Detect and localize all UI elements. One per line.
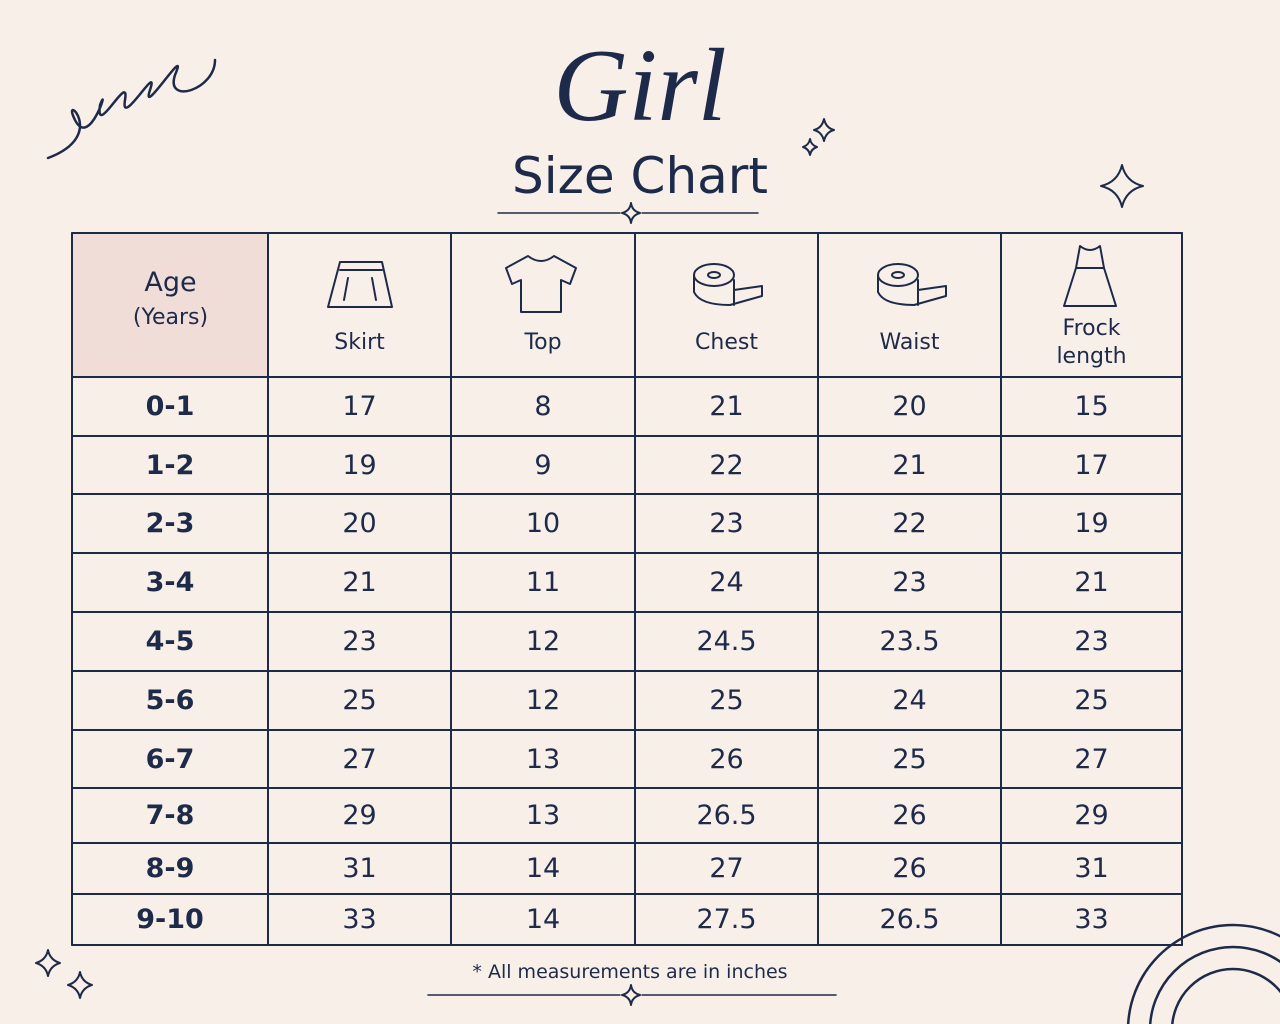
column-header: Chest [695,330,758,355]
value-cell: 26 [709,743,744,775]
age-cell: 9-10 [136,904,204,935]
value-cell: 31 [1074,853,1109,884]
age-cell: 0-1 [145,391,195,422]
value-cell: 14 [525,904,561,935]
value-cell: 27.5 [696,904,757,935]
value-cell: 22 [709,449,744,481]
top-icon [505,255,577,313]
squiggle [46,58,217,160]
value-cell: 25 [342,685,377,716]
value-cell: 27 [1074,743,1109,775]
dress-icon [1063,245,1117,307]
value-cell: 17 [1074,449,1109,481]
value-cell: 12 [525,626,561,657]
sparkle [813,118,835,142]
value-cell: 10 [525,508,561,539]
subtitle: Size Chart [512,147,768,205]
column-header: Waist [879,330,940,355]
age-cell: 7-8 [145,800,195,831]
value-cell: 23 [1074,626,1109,657]
value-cell: 26 [892,853,927,884]
column-header: Skirt [334,330,385,355]
sparkle [802,138,818,156]
value-cell: 23.5 [879,626,940,657]
age-cell: 4-5 [145,626,195,657]
value-cell: 29 [342,800,377,831]
value-cell: 24 [892,685,927,716]
value-cell: 21 [892,449,927,481]
value-cell: 25 [892,743,927,775]
value-cell: 23 [892,567,927,598]
table-grid [71,232,1183,946]
value-cell: 29 [1074,800,1109,831]
value-cell: 20 [342,508,377,539]
value-cell: 11 [525,567,561,598]
value-cell: 26 [892,800,927,831]
value-cell: 23 [709,508,744,539]
value-cell: 12 [525,685,561,716]
rainbow [1126,923,1280,1024]
value-cell: 26.5 [879,904,940,935]
value-cell: 17 [342,391,377,422]
value-cell: 25 [709,685,744,716]
value-cell: 14 [525,853,561,884]
sparkle [621,202,641,224]
value-cell: 13 [525,800,561,831]
value-cell: 25 [1074,685,1109,716]
age-cell: 8-9 [145,853,195,884]
value-cell: 22 [892,508,927,539]
age-header-fill [73,234,268,377]
value-cell: 31 [342,853,377,884]
value-cell: 27 [709,853,744,884]
value-cell: 21 [342,567,377,598]
sparkle [67,971,93,999]
skirt-icon [327,261,393,308]
age-cell: 2-3 [145,508,195,539]
value-cell: 13 [525,743,561,775]
column-header: Frock length [1056,316,1127,369]
value-cell: 24.5 [696,626,757,657]
age-header: Age [144,267,197,298]
value-cell: 33 [1074,904,1109,935]
value-cell: 33 [342,904,377,935]
age-cell: 6-7 [145,743,195,775]
title: Girl [553,27,727,143]
value-cell: 19 [342,449,377,481]
value-cell: 21 [709,391,744,422]
age-cell: 1-2 [145,449,195,481]
value-cell: 19 [1074,508,1109,539]
sparkle [35,949,61,977]
value-cell: 21 [1074,567,1109,598]
tape-icon [877,263,947,306]
value-cell: 26.5 [696,800,757,831]
footnote: * All measurements are in inches [472,961,788,983]
age-cell: 3-4 [145,567,195,598]
value-cell: 9 [534,449,552,481]
value-cell: 27 [342,743,377,775]
age-unit: (Years) [132,305,209,330]
column-header: Top [524,330,562,355]
value-cell: 24 [709,567,744,598]
age-cell: 5-6 [145,685,195,716]
sparkle [1100,164,1144,208]
tape-icon [693,263,763,306]
sparkle [621,984,641,1006]
value-cell: 8 [534,391,552,422]
value-cell: 15 [1074,391,1109,422]
value-cell: 23 [342,626,377,657]
value-cell: 20 [892,391,927,422]
